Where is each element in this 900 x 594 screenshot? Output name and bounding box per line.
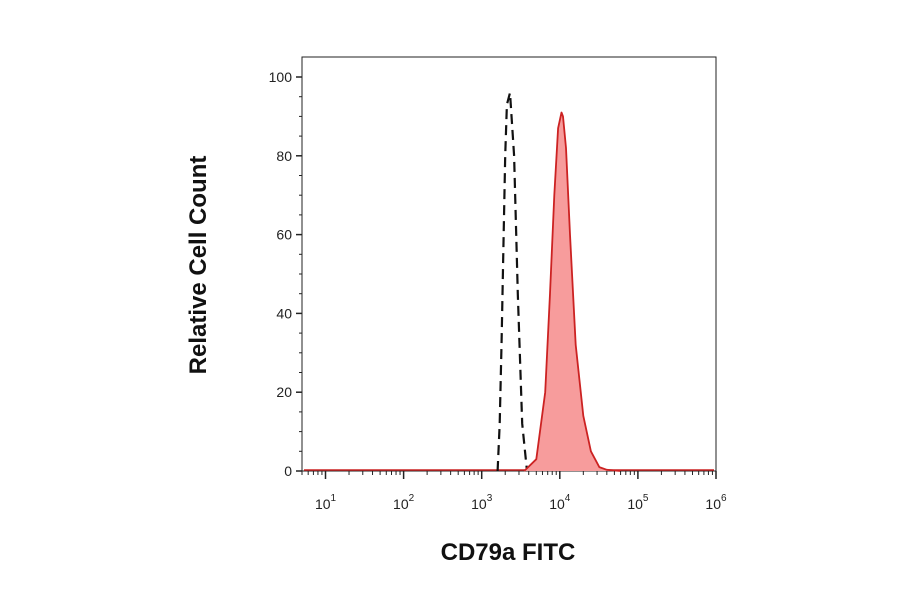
y-tick-label: 100 <box>269 69 293 85</box>
x-tick-label: 104 <box>549 493 571 512</box>
y-tick-label: 20 <box>276 384 292 400</box>
series-line-1 <box>523 111 621 472</box>
y-tick-label: 80 <box>276 148 292 164</box>
x-tick-label: 105 <box>627 493 649 512</box>
y-tick-label: 40 <box>276 305 292 321</box>
x-tick-label: 101 <box>315 493 337 512</box>
y-axis-title: Relative Cell Count <box>185 156 212 375</box>
series-layer <box>304 91 714 472</box>
plot-frame <box>301 56 717 472</box>
x-tick-label: 103 <box>471 493 493 512</box>
series-line-0 <box>496 91 529 472</box>
x-tick-label: 102 <box>393 493 415 512</box>
axes-layer: 0 20 40 60 80 100 101 102 103 104 105 106 <box>269 69 727 512</box>
y-tick-label: 60 <box>276 227 292 243</box>
x-axis-title: CD79a FITC <box>441 539 576 566</box>
y-tick-label: 0 <box>284 463 292 479</box>
x-tick-label: 106 <box>705 493 727 512</box>
